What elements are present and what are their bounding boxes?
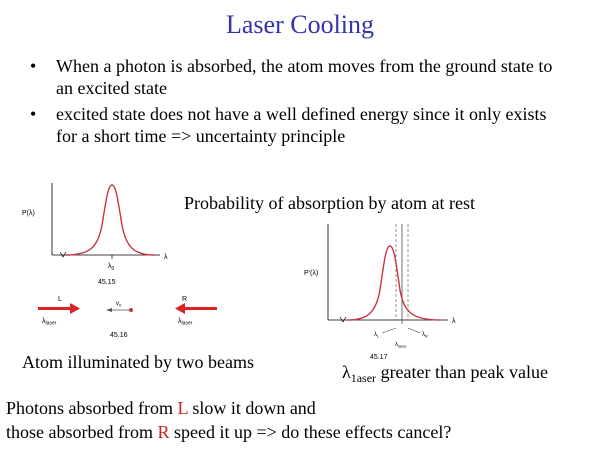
lambda-R-arrow [407,327,421,334]
right-wavelength-label: λlaser [178,318,193,327]
shifted-absorption-figure: P'(λ) λ λL λR λlaser 45.17 [304,224,456,361]
bullet-item-2: • excited state does not have a well def… [26,103,566,147]
x-axis-break-icon [339,316,347,323]
bullet-list: • When a photon is absorbed, the atom mo… [26,55,566,151]
left-beam-arrowhead-icon [70,303,80,314]
figure-number-45-17: 45.17 [370,354,388,361]
lambda-subscript: 1aser [350,371,377,385]
bullet-dot-icon: • [30,56,37,76]
two-beams-diagram: L R v0 λlaser λlaser 45.16 [38,296,217,339]
letter-L: L [177,398,188,418]
caption-two-beams: Atom illuminated by two beams [22,352,254,372]
figure-number-45-16: 45.16 [110,332,128,339]
x-axis-label: λ [164,254,168,261]
bullet-text-1: When a photon is absorbed, the atom move… [56,56,553,98]
lambda-symbol: λ [342,362,351,382]
atom-icon [129,308,133,312]
beam-label-right: R [182,296,187,303]
right-beam-arrowhead-icon [175,303,185,314]
bottom-line-2: those absorbed from R speed it up => do … [6,422,451,443]
caption-laser-greater: λ1aser greater than peak value [342,362,548,385]
y-axis-label: P(λ) [22,210,35,217]
figure-number-45-15: 45.15 [98,279,116,286]
absorption-curve [65,184,155,256]
velocity-label: v0 [116,301,122,308]
lambda-L-label: λL [374,332,380,339]
bottom-line-1-post: slow it down and [187,398,316,418]
slide-title: Laser Cooling [225,10,375,39]
beam-label-left: L [58,296,62,303]
bottom-line-1-pre: Photons absorbed from [6,398,178,418]
left-wavelength-label: λlaser [42,318,57,327]
bullet-item-1: • When a photon is absorbed, the atom mo… [26,55,566,99]
lambda-laser-label: λlaser [395,342,407,349]
bottom-line-2-post: speed it up => do these effects cancel? [169,422,452,442]
caption-probability: Probability of absorption by atom at res… [184,193,475,213]
bullet-text-2: excited state does not have a well defin… [56,104,547,146]
x-axis-break-icon [59,251,67,258]
bottom-line-2-pre: those absorbed from [6,422,158,442]
bottom-line-1: Photons absorbed from L slow it down and [6,398,316,419]
x-axis-label: λ [452,318,456,325]
caption-laser-text: greater than peak value [376,362,548,382]
lambda-R-label: λR [422,332,428,339]
letter-R: R [157,422,170,442]
absorption-curve [347,245,441,321]
right-beam-arrow-shaft [185,307,217,310]
y-axis-label: P'(λ) [304,270,318,277]
bullet-dot-icon: • [30,104,37,124]
lambda-L-arrow [381,327,397,334]
absorption-curve-figure: P(λ) λ0 λ 45.15 [22,183,168,286]
velocity-arrowhead-icon [106,308,112,312]
left-beam-arrow-shaft [38,307,70,310]
peak-wavelength-label: λ0 [108,263,115,272]
